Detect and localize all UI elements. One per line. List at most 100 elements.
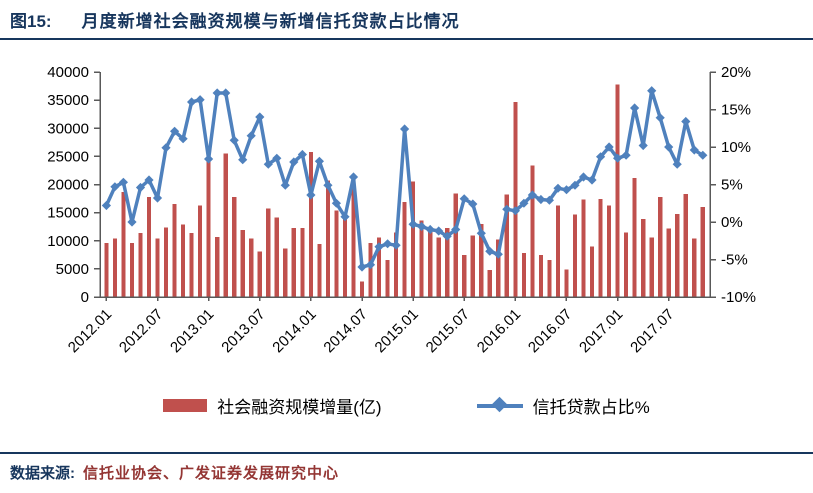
diamond-marker [383, 239, 393, 249]
bar [572, 214, 578, 297]
right-axis-tick-label: -5% [721, 252, 748, 269]
diamond-marker [672, 159, 682, 169]
diamond-marker [314, 156, 324, 166]
legend-label-bar-series: 社会融资规模增量(亿) [217, 397, 382, 417]
x-axis-tick-label: 2014.01 [269, 306, 319, 356]
x-axis-labels: 2012.01 2012.07 2013.01 2013.07 2014.01 2014.… [65, 306, 678, 356]
bar [394, 232, 399, 297]
bar [368, 243, 373, 297]
bar [215, 236, 220, 297]
bar [291, 227, 296, 297]
bar [249, 238, 254, 297]
diamond-marker [476, 228, 486, 238]
diamond-marker [238, 155, 248, 165]
diamond-marker [468, 199, 478, 209]
x-axis-tick-label: 2013.07 [218, 306, 268, 356]
diamond-marker [400, 124, 410, 134]
bar [359, 281, 365, 298]
diamond-marker [510, 206, 520, 216]
diamond-marker [647, 86, 657, 96]
bar [538, 254, 543, 297]
diamond-marker [135, 182, 146, 193]
x-axis-tick-label: 2016.07 [525, 306, 575, 356]
bar [615, 84, 620, 298]
x-axis-tick-label: 2017.01 [576, 306, 626, 356]
diamond-marker [613, 153, 623, 163]
right-axis-tick-label: 15% [721, 102, 751, 119]
legend-diamond-icon [491, 396, 507, 412]
bar [419, 220, 424, 297]
bar [283, 248, 288, 297]
diamond-marker [604, 142, 614, 152]
diamond-marker [544, 195, 554, 205]
bar [658, 196, 663, 297]
line-series-swatch [476, 396, 523, 412]
bar [351, 186, 356, 297]
diamond-marker [425, 224, 435, 235]
bar [445, 227, 450, 297]
left-axis-tick-label: 40000 [47, 64, 89, 81]
bar [300, 227, 305, 297]
diamond-marker [630, 103, 640, 113]
diamond-marker [365, 260, 376, 270]
left-axis-tick-label: 25000 [47, 148, 89, 165]
bar [547, 259, 552, 297]
diamond-marker [118, 177, 128, 187]
diamond-marker [144, 175, 154, 185]
diamond-marker [280, 180, 290, 190]
bar [385, 259, 390, 297]
legend-item-bar-series: 社会融资规模增量(亿) [163, 393, 382, 418]
bar [530, 165, 535, 297]
diamond-marker [101, 200, 111, 211]
x-axis-tick-label: 2015.07 [423, 306, 473, 356]
diamond-marker [323, 180, 333, 190]
diamond-marker [212, 88, 222, 98]
bar-series-swatch [163, 398, 208, 412]
bar [470, 235, 475, 297]
bar [649, 237, 654, 297]
bar [155, 238, 160, 297]
bar [666, 228, 671, 297]
right-axis-tick-label: -10% [721, 289, 756, 306]
diamond-marker [221, 88, 231, 98]
diamond-marker [272, 153, 282, 163]
left-axis-tick-label: 15000 [47, 205, 89, 222]
diamond-marker [246, 131, 256, 141]
bar [402, 201, 407, 297]
source-label: 数据来源: [10, 465, 75, 482]
bar [598, 199, 603, 297]
bar [181, 224, 186, 297]
bar [683, 194, 688, 297]
figure-header: 图15: 月度新增社会融资规模与新增信托贷款占比情况 [0, 0, 813, 40]
x-axis-tick-label: 2017.07 [627, 306, 677, 356]
diamond-marker [596, 152, 606, 162]
line-series [101, 86, 708, 272]
bar [104, 243, 109, 297]
bar [632, 177, 637, 298]
diamond-marker [561, 185, 572, 195]
legend-label-line-series: 信托贷款占比% [532, 397, 650, 417]
bar [521, 253, 526, 297]
diamond-marker [485, 246, 495, 256]
bar [700, 207, 705, 297]
bar [589, 246, 595, 297]
right-axis-tick-label: 0% [721, 214, 743, 231]
bar [121, 191, 126, 297]
diamond-marker [442, 231, 452, 241]
bar [232, 196, 237, 297]
diamond-marker [340, 212, 350, 222]
diamond-marker [664, 142, 674, 152]
diamond-marker [127, 217, 137, 227]
bar [462, 254, 467, 297]
right-axis-tick-label: 20% [721, 64, 751, 81]
bar [487, 270, 492, 297]
bar [257, 251, 262, 297]
diamond-marker [331, 198, 341, 208]
x-axis-tick-label: 2012.01 [65, 306, 115, 356]
diamond-marker [357, 262, 367, 272]
left-axis-tick-label: 0 [81, 289, 89, 306]
diamond-marker [459, 194, 469, 204]
bar [129, 243, 135, 297]
bar [189, 232, 194, 297]
figure-number-label: 图15: [10, 12, 52, 31]
